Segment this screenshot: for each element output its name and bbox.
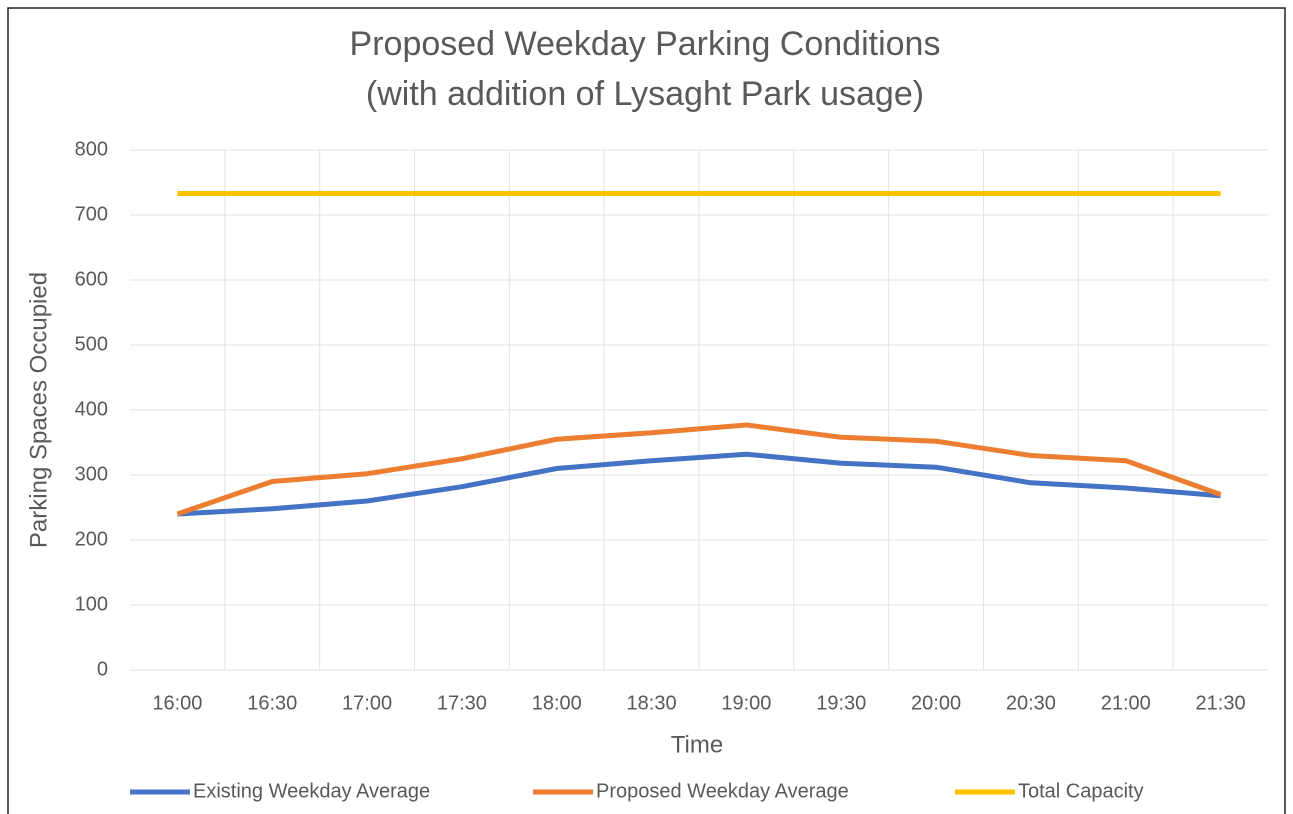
y-tick-label: 600 (75, 268, 108, 290)
x-tick-label: 19:00 (721, 692, 771, 714)
y-tick-label: 300 (75, 463, 108, 485)
legend-label: Total Capacity (1018, 780, 1144, 802)
x-tick-label: 16:30 (247, 692, 297, 714)
y-tick-label: 700 (75, 203, 108, 225)
x-axis-label: Time (671, 731, 723, 758)
x-tick-label: 17:00 (342, 692, 392, 714)
y-tick-label: 800 (75, 138, 108, 160)
x-tick-label: 16:00 (152, 692, 202, 714)
x-tick-label: 21:30 (1196, 692, 1246, 714)
x-tick-label: 18:00 (532, 692, 582, 714)
y-tick-label: 500 (75, 333, 108, 355)
y-tick-label: 100 (75, 593, 108, 615)
x-tick-label: 20:00 (911, 692, 961, 714)
chart-title-line: (with addition of Lysaght Park usage) (366, 75, 924, 113)
y-axis-label: Parking Spaces Occupied (25, 272, 52, 548)
x-tick-label: 17:30 (437, 692, 487, 714)
x-tick-label: 20:30 (1006, 692, 1056, 714)
series-line (177, 451, 1221, 517)
y-tick-label: 200 (75, 528, 108, 550)
x-tick-label: 21:00 (1101, 692, 1151, 714)
legend-label: Proposed Weekday Average (596, 780, 849, 802)
x-tick-label: 18:30 (627, 692, 677, 714)
chart-title-line: Proposed Weekday Parking Conditions (350, 25, 941, 63)
series-line (176, 422, 1222, 517)
x-tick-label: 19:30 (816, 692, 866, 714)
legend-label: Existing Weekday Average (193, 780, 430, 802)
y-tick-label: 400 (75, 398, 108, 420)
chart-frame (7, 7, 1286, 814)
y-tick-label: 0 (97, 658, 108, 680)
